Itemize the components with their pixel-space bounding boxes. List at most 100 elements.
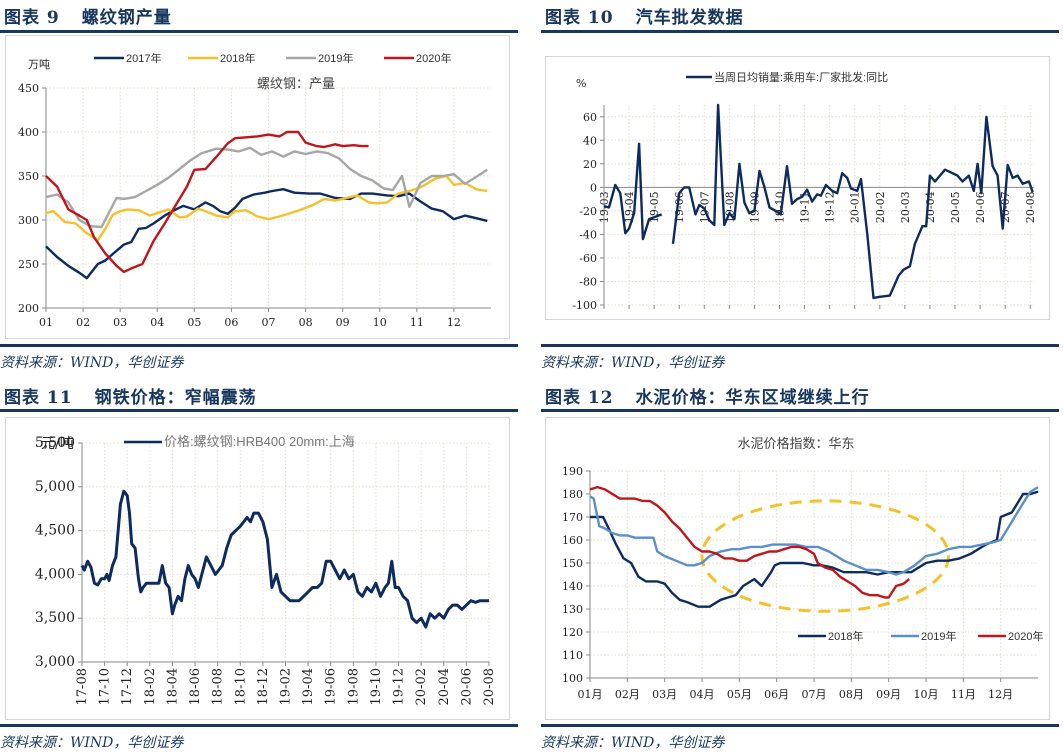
panel-cement-price: 图表 12 水泥价格：华东区域继续上行 100 110 120 130 140 150 160… [541, 380, 1059, 755]
y-tick-label: 250 [18, 258, 39, 271]
x-tick-label: 06 [224, 316, 238, 329]
x-tick-label: 01月 [578, 688, 603, 701]
source-note: 资料来源：WIND，华创证券 [541, 355, 725, 371]
y-tick-label: 150 [562, 557, 583, 570]
title-rule [0, 30, 518, 33]
y-axis-unit: 元/吨 [41, 436, 74, 452]
y-tick-label: 100 [562, 672, 583, 685]
series-line-当周日均销量:乘用车:厂家批发:同比 [671, 103, 1034, 300]
figure-title: 螺纹钢产量 [81, 8, 172, 28]
y-tick-label: 450 [18, 82, 39, 95]
x-tick-label: 19-02 [279, 668, 294, 705]
x-tick-label: 05月 [727, 688, 752, 701]
y-tick-label: 40 [583, 134, 597, 147]
y-tick-label: 3,000 [35, 654, 75, 670]
x-tick-label: 18-12 [256, 668, 271, 705]
chart-rebar-production: 200 250 300 350 400 450 01 02 03 04 05 06 07 08 09 10 11… [18, 51, 491, 329]
x-tick-label: 05 [187, 316, 201, 329]
x-tick-label: 12月 [988, 688, 1013, 701]
x-tick-label: 12 [447, 316, 461, 329]
x-tick-label: 19-12 [824, 191, 837, 223]
x-tick-label: 20-05 [949, 191, 962, 223]
chart-frame: -100-80-60-40-20020406019-0319-0419-0519… [545, 56, 1050, 320]
figure-title: 钢铁价格：窄幅震荡 [94, 388, 257, 408]
x-tick-label: 07月 [802, 688, 827, 701]
y-tick-label: 300 [18, 214, 39, 227]
x-tick-label: 18-02 [143, 668, 158, 705]
y-tick-label: 180 [562, 488, 583, 501]
panel-steel-price: 图表 11 钢铁价格：窄幅震荡 3,000 3,500 4,000 4,500 5,000… [0, 380, 518, 755]
y-tick-label: 160 [562, 534, 583, 547]
source-rule [0, 344, 518, 347]
panel-title: 图表 11 钢铁价格：窄幅震荡 [4, 383, 257, 413]
x-tick-label: 19-06 [324, 668, 339, 705]
x-tick-label: 10 [373, 316, 387, 329]
y-tick-label: -20 [579, 205, 597, 218]
x-tick-label: 11 [410, 316, 424, 329]
series-line-2019年 [45, 146, 488, 229]
legend-label: 2020年 [416, 51, 451, 65]
x-tick-label: 19-08 [723, 191, 736, 223]
legend-label: 2017年 [126, 51, 161, 65]
x-tick-label: 02月 [615, 688, 640, 701]
y-tick-label: 4,000 [35, 566, 75, 582]
x-tick-label: 20-02 [874, 191, 887, 223]
title-rule [541, 409, 1059, 412]
series-line-价格:螺纹钢:HRB400 20mm:上海 [80, 489, 489, 629]
legend-label: 2018年 [220, 51, 255, 65]
panel-rebar-production: 图表 9 螺纹钢产量 200 250 300 350 400 450 01 02 03 04 05 06… [0, 0, 518, 372]
x-tick-label: 19-10 [369, 668, 384, 705]
x-tick-label: 20-08 [1024, 191, 1037, 223]
figure-number: 图表 10 [545, 8, 614, 28]
chart-steel-price: 3,000 3,500 4,000 4,500 5,000 5,500 17-08 17-10… [35, 434, 497, 705]
panel-title: 图表 9 螺纹钢产量 [4, 3, 172, 33]
x-tick-label: 09月 [876, 688, 901, 701]
x-tick-label: 20-06 [459, 668, 474, 705]
y-axis-unit: 万吨 [28, 58, 50, 71]
x-tick-label: 18-04 [165, 668, 180, 705]
figure-number: 图表 9 [4, 8, 60, 28]
x-tick-label: 20-08 [482, 668, 497, 705]
x-tick-label: 01 [39, 316, 53, 329]
y-tick-label: 170 [562, 511, 583, 524]
source-rule [541, 344, 1059, 347]
y-tick-label: 5,500 [35, 435, 75, 451]
x-tick-label: 11月 [951, 688, 976, 701]
source-rule [0, 724, 518, 727]
chart-frame: 100 110 120 130 140 150 160 170 180 190 01月 02月 03月 0… [545, 417, 1050, 720]
x-tick-label: 20-01 [849, 191, 862, 223]
x-tick-label: 19-12 [392, 668, 407, 705]
y-tick-label: 350 [18, 170, 39, 183]
source-note: 资料来源：WIND，华创证券 [541, 735, 725, 751]
x-tick-label: 19-11 [799, 191, 812, 223]
x-tick-label: 18-08 [211, 668, 226, 705]
y-tick-label: -60 [579, 252, 597, 265]
x-tick-label: 08月 [839, 688, 864, 701]
figure-title: 水泥价格：华东区域继续上行 [635, 388, 870, 408]
y-tick-label: 5,000 [35, 479, 75, 495]
x-tick-label: 09 [336, 316, 350, 329]
x-tick-label: 20-04 [437, 668, 452, 705]
figure-number: 图表 11 [4, 388, 73, 408]
series-line-2018年 [590, 490, 1039, 608]
figure-number: 图表 12 [545, 388, 614, 408]
x-tick-label: 20-03 [899, 191, 912, 223]
x-tick-label: 02 [76, 316, 90, 329]
chart-frame: 200 250 300 350 400 450 01 02 03 04 05 06 07 08 09 10 11… [5, 35, 510, 339]
y-tick-label: 110 [562, 649, 583, 662]
y-tick-label: 4,500 [35, 523, 75, 539]
source-note: 资料来源：WIND，华创证券 [0, 355, 184, 371]
x-tick-label: 04月 [690, 688, 715, 701]
legend-label: 2018年 [828, 629, 863, 643]
series-line-2019年 [589, 486, 1039, 576]
x-tick-label: 04 [150, 316, 164, 329]
source-note: 资料来源：WIND，华创证券 [0, 735, 184, 751]
y-tick-label: 120 [562, 626, 583, 639]
title-rule [541, 30, 1059, 33]
series-line-2020年 [589, 485, 910, 599]
chart-title: 螺纹钢：产量 [257, 77, 335, 92]
chart-cement-price: 100 110 120 130 140 150 160 170 180 190 01月 02月 03月 0… [562, 436, 1043, 701]
x-tick-label: 03月 [652, 688, 677, 701]
legend-label: 2020年 [1008, 629, 1043, 643]
series-line-2017年 [45, 187, 488, 280]
